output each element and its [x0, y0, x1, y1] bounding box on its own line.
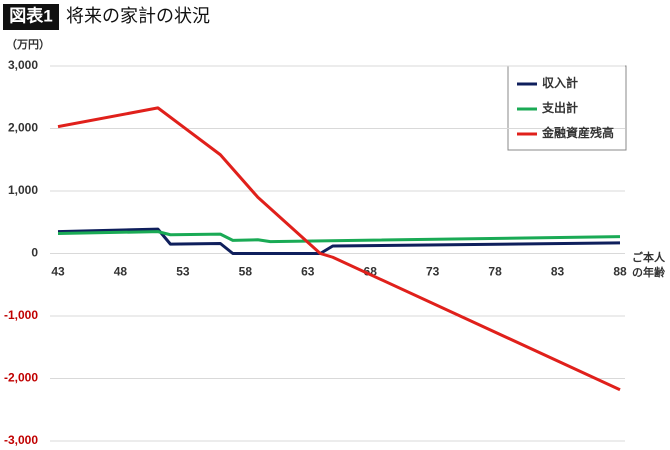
x-tick-label: 58: [239, 265, 253, 279]
y-tick-label: 2,000: [8, 121, 38, 135]
x-tick-label: 43: [51, 265, 65, 279]
legend-label: 収入計: [542, 75, 578, 90]
series-line: [57, 230, 621, 244]
x-tick-label: 78: [488, 265, 502, 279]
legend-label: 金融資産残高: [541, 125, 614, 140]
chart-title: 将来の家計の状況: [66, 6, 210, 26]
y-tick-label: -3,000: [4, 433, 38, 447]
title-badge-box: [3, 4, 59, 30]
y-tick-label: 1,000: [8, 183, 38, 197]
y-unit: （万円）: [6, 38, 50, 51]
y-tick-label: -1,000: [4, 308, 38, 322]
series-line: [57, 106, 621, 392]
y-tick-label: -2,000: [4, 371, 38, 385]
x-tick-label: 48: [114, 265, 128, 279]
x-tick-label: 53: [176, 265, 190, 279]
title-badge: 図表1: [9, 5, 52, 25]
x-tick-label: 73: [426, 265, 440, 279]
x-tick-label: 88: [613, 265, 627, 279]
y-tick-label: 3,000: [8, 58, 38, 72]
legend-label: 支出計: [541, 100, 578, 115]
x-label: ご本人: [632, 250, 666, 264]
x-tick-label: 63: [301, 265, 315, 279]
x-tick-label: 83: [551, 265, 565, 279]
y-tick-label: 0: [31, 246, 38, 260]
x-label: の年齢: [632, 265, 666, 279]
